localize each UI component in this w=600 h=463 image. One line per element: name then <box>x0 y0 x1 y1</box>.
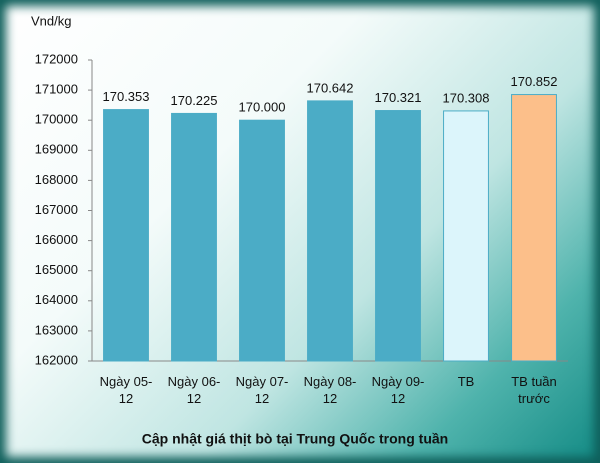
bar <box>511 94 557 362</box>
data-label: 170.353 <box>103 89 150 104</box>
x-tick-label: Ngày 06-12 <box>167 374 221 406</box>
data-label: 170.321 <box>375 90 422 105</box>
x-tick-label: Ngày 07-12 <box>235 374 289 406</box>
y-tick-label: 163000 <box>35 322 78 337</box>
bar <box>239 119 285 362</box>
y-tick-label: 168000 <box>35 172 78 187</box>
data-label: 170.852 <box>511 74 558 89</box>
y-tick-label: 169000 <box>35 142 78 157</box>
y-tick-label: 170000 <box>35 112 78 127</box>
y-tick-label: 162000 <box>35 352 78 367</box>
bar <box>307 100 353 362</box>
chart-title: Cập nhật giá thịt bò tại Trung Quốc tron… <box>142 431 448 447</box>
y-tick-label: 171000 <box>35 82 78 97</box>
bar <box>375 110 421 362</box>
data-label: 170.000 <box>239 100 286 115</box>
data-label: 170.308 <box>443 90 490 105</box>
y-tick-label: 167000 <box>35 202 78 217</box>
x-tick-label: Ngày 05-12 <box>99 374 153 406</box>
x-tick-label: Ngày 08-12 <box>303 374 357 406</box>
x-tick-label: TB <box>457 374 475 389</box>
y-tick-label: 164000 <box>35 292 78 307</box>
x-tick-label: Ngày 09-12 <box>371 374 425 406</box>
bar <box>171 112 217 362</box>
data-label: 170.642 <box>307 80 354 95</box>
y-tick-label: 166000 <box>35 232 78 247</box>
bar <box>443 110 489 362</box>
y-tick-label: 172000 <box>35 51 78 66</box>
x-tick-label: TB tuần trước <box>511 374 557 406</box>
data-label: 170.225 <box>171 93 218 108</box>
y-axis-label: Vnd/kg <box>31 13 71 28</box>
bar <box>103 109 149 362</box>
y-tick-label: 165000 <box>35 262 78 277</box>
